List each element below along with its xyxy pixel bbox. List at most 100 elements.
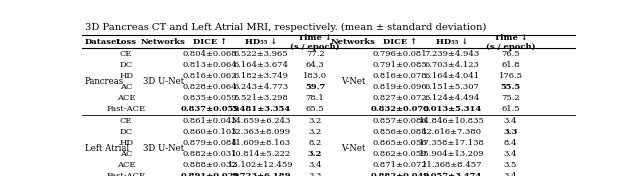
- Text: 0.882±0.049: 0.882±0.049: [371, 172, 429, 176]
- Text: 5.481±3.354: 5.481±3.354: [232, 105, 291, 114]
- Text: 3D U-Net: 3D U-Net: [143, 144, 184, 153]
- Text: 3.3: 3.3: [503, 128, 518, 136]
- Text: 78.1: 78.1: [306, 94, 324, 102]
- Text: Pancreas: Pancreas: [85, 77, 124, 86]
- Text: 3.5: 3.5: [504, 161, 517, 169]
- Text: 75.2: 75.2: [501, 94, 520, 102]
- Text: 3.2: 3.2: [308, 150, 323, 158]
- Text: 64.3: 64.3: [306, 61, 324, 69]
- Text: 14.846±10.835: 14.846±10.835: [419, 117, 485, 125]
- Text: 0.860±0.103: 0.860±0.103: [182, 128, 237, 136]
- Text: 13.102±12.459: 13.102±12.459: [228, 161, 294, 169]
- Text: Time ↓
(s / epoch): Time ↓ (s / epoch): [291, 33, 340, 51]
- Text: Left Atrial: Left Atrial: [85, 144, 129, 153]
- Text: 0.856±0.088: 0.856±0.088: [372, 128, 428, 136]
- Text: 6.522±3.965: 6.522±3.965: [234, 50, 289, 58]
- Text: 0.882±0.031: 0.882±0.031: [182, 150, 237, 158]
- Text: 7.239±4.943: 7.239±4.943: [424, 50, 479, 58]
- Text: 6.124±4.494: 6.124±4.494: [424, 94, 480, 102]
- Text: 6.013±5.314: 6.013±5.314: [422, 105, 482, 114]
- Text: 0.832±0.070: 0.832±0.070: [371, 105, 429, 114]
- Text: 55.5: 55.5: [500, 83, 520, 91]
- Text: 0.879±0.084: 0.879±0.084: [182, 139, 237, 147]
- Text: 14.659±6.243: 14.659±6.243: [231, 117, 291, 125]
- Text: 76.5: 76.5: [501, 50, 520, 58]
- Text: 8.2: 8.2: [308, 139, 322, 147]
- Text: 0.827±0.072: 0.827±0.072: [372, 94, 427, 102]
- Text: 6.243±4.773: 6.243±4.773: [234, 83, 289, 91]
- Text: 61.5: 61.5: [501, 105, 520, 114]
- Text: 11.368±8.457: 11.368±8.457: [422, 161, 483, 169]
- Text: 59.7: 59.7: [305, 83, 325, 91]
- Text: AC: AC: [120, 150, 132, 158]
- Text: 9.057±3.474: 9.057±3.474: [422, 172, 482, 176]
- Text: 0.861±0.043: 0.861±0.043: [182, 117, 237, 125]
- Text: ACE: ACE: [117, 94, 136, 102]
- Text: Networks: Networks: [330, 38, 375, 46]
- Text: DICE ↑: DICE ↑: [193, 38, 227, 46]
- Text: DICE ↑: DICE ↑: [383, 38, 417, 46]
- Text: 17.358±17.138: 17.358±17.138: [419, 139, 485, 147]
- Text: Time ↓
(s / epoch): Time ↓ (s / epoch): [486, 33, 535, 51]
- Text: 5.521±3.298: 5.521±3.298: [234, 94, 289, 102]
- Text: AC: AC: [120, 83, 132, 91]
- Text: 6.151±5.307: 6.151±5.307: [424, 83, 479, 91]
- Text: CE: CE: [120, 50, 132, 58]
- Text: DC: DC: [120, 128, 132, 136]
- Text: 0.791±0.085: 0.791±0.085: [372, 61, 428, 69]
- Text: 0.865±0.056: 0.865±0.056: [372, 139, 427, 147]
- Text: 0.857±0.086: 0.857±0.086: [372, 117, 428, 125]
- Text: 0.891±0.029: 0.891±0.029: [180, 172, 239, 176]
- Text: HD₅₅ ↓: HD₅₅ ↓: [436, 38, 468, 46]
- Text: CE: CE: [120, 117, 132, 125]
- Text: 6.164±4.041: 6.164±4.041: [424, 72, 479, 80]
- Text: 3D U-Net: 3D U-Net: [143, 77, 184, 86]
- Text: 65.5: 65.5: [306, 105, 324, 114]
- Text: HD: HD: [119, 72, 133, 80]
- Text: 3.2: 3.2: [308, 117, 322, 125]
- Text: HD₅₅ ↓: HD₅₅ ↓: [245, 38, 277, 46]
- Text: 3D Pancreas CT and Left Atrial MRI, respectively. (mean ± standard deviation): 3D Pancreas CT and Left Atrial MRI, resp…: [85, 23, 486, 32]
- Text: 8.4: 8.4: [504, 139, 517, 147]
- Text: DC: DC: [120, 61, 132, 69]
- Text: Dataset: Dataset: [85, 38, 122, 46]
- Text: Fast-ACE: Fast-ACE: [107, 105, 146, 114]
- Text: 0.816±0.062: 0.816±0.062: [183, 72, 237, 80]
- Text: 0.816±0.078: 0.816±0.078: [372, 72, 428, 80]
- Text: 12.363±8.099: 12.363±8.099: [231, 128, 291, 136]
- Text: 0.835±0.059: 0.835±0.059: [182, 94, 237, 102]
- Text: HD: HD: [119, 139, 133, 147]
- Text: 0.862±0.059: 0.862±0.059: [372, 150, 427, 158]
- Text: 6.703±4.123: 6.703±4.123: [424, 61, 479, 69]
- Text: V-Net: V-Net: [340, 77, 365, 86]
- Text: 176.5: 176.5: [499, 72, 522, 80]
- Text: 9.723±6.189: 9.723±6.189: [231, 172, 291, 176]
- Text: 0.837±0.059: 0.837±0.059: [180, 105, 239, 114]
- Text: V-Net: V-Net: [340, 144, 365, 153]
- Text: Fast-ACE: Fast-ACE: [107, 172, 146, 176]
- Text: 3.2: 3.2: [308, 128, 322, 136]
- Text: 3.4: 3.4: [504, 150, 517, 158]
- Text: 77.2: 77.2: [306, 50, 324, 58]
- Text: 0.804±0.068: 0.804±0.068: [182, 50, 237, 58]
- Text: 0.888±0.032: 0.888±0.032: [182, 161, 237, 169]
- Text: 11.609±8.163: 11.609±8.163: [231, 139, 291, 147]
- Text: ACE: ACE: [117, 161, 136, 169]
- Text: Loss: Loss: [116, 38, 136, 46]
- Text: 6.182±3.749: 6.182±3.749: [234, 72, 289, 80]
- Text: 12.616±7.380: 12.616±7.380: [422, 128, 482, 136]
- Text: 0.828±0.064: 0.828±0.064: [182, 83, 237, 91]
- Text: 183.0: 183.0: [303, 72, 327, 80]
- Text: 0.871±0.072: 0.871±0.072: [372, 161, 428, 169]
- Text: 3.4: 3.4: [504, 117, 517, 125]
- Text: Networks: Networks: [141, 38, 186, 46]
- Text: 0.813±0.064: 0.813±0.064: [182, 61, 237, 69]
- Text: 10.814±5.222: 10.814±5.222: [231, 150, 291, 158]
- Text: 61.8: 61.8: [501, 61, 520, 69]
- Text: 15.904±13.209: 15.904±13.209: [419, 150, 485, 158]
- Text: 6.164±3.674: 6.164±3.674: [234, 61, 289, 69]
- Text: 3.4: 3.4: [308, 161, 322, 169]
- Text: 0.819±0.096: 0.819±0.096: [372, 83, 428, 91]
- Text: 0.796±0.081: 0.796±0.081: [372, 50, 428, 58]
- Text: 3.4: 3.4: [504, 172, 517, 176]
